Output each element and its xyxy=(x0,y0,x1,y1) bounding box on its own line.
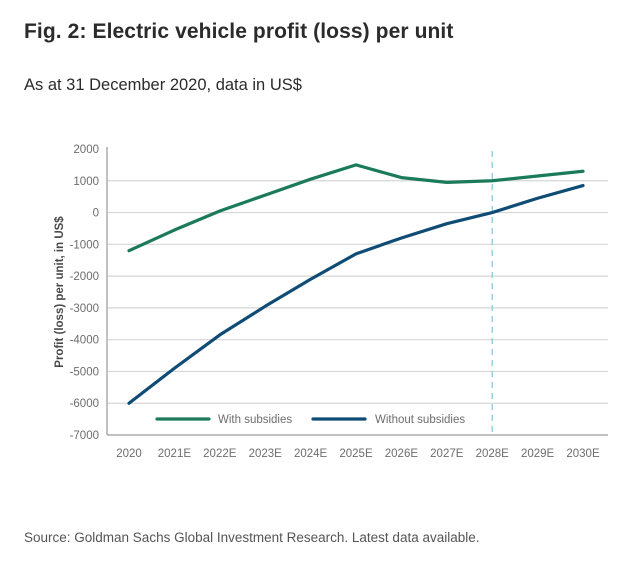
y-tick-label: -6000 xyxy=(70,398,99,410)
y-axis-label: Profit (loss) per unit, in US$ xyxy=(54,216,66,368)
y-tick-label: -2000 xyxy=(70,271,99,283)
chart-subtitle: As at 31 December 2020, data in US$ xyxy=(24,76,302,94)
line-chart: 2000 1000 0 -1000 -2000 -3000 -4000 -5000 -6000 -… xyxy=(54,144,608,460)
x-tick-label: 2025E xyxy=(339,448,373,460)
y-tick-label: -3000 xyxy=(70,303,99,315)
x-tick-label: 2030E xyxy=(566,448,600,460)
series-line-with-subsidies xyxy=(127,163,585,253)
x-tick-label: 2027E xyxy=(430,448,464,460)
x-tick-label: 2021E xyxy=(158,448,192,460)
x-tick-label: 2026E xyxy=(385,448,419,460)
x-tick-label: 2023E xyxy=(249,448,283,460)
series-line-without-subsidies xyxy=(127,183,585,405)
y-tick-label: 0 xyxy=(93,208,99,220)
y-tick-label: -5000 xyxy=(70,366,99,378)
source-note: Source: Goldman Sachs Global Investment … xyxy=(24,530,480,545)
x-tick-label: 2020 xyxy=(116,448,142,460)
legend-label: With subsidies xyxy=(218,414,292,426)
legend-label: Without subsidies xyxy=(375,414,465,426)
x-tick-label: 2029E xyxy=(521,448,555,460)
x-tick-label: 2028E xyxy=(476,448,510,460)
y-tick-label: -1000 xyxy=(70,239,99,251)
y-tick-label: -7000 xyxy=(70,430,99,442)
chart-title: Fig. 2: Electric vehicle profit (loss) p… xyxy=(24,20,454,43)
y-tick-label: -4000 xyxy=(70,335,99,347)
x-tick-label: 2024E xyxy=(294,448,328,460)
y-tick-label: 1000 xyxy=(73,176,99,188)
y-tick-label: 2000 xyxy=(73,144,99,156)
x-tick-label: 2022E xyxy=(203,448,237,460)
